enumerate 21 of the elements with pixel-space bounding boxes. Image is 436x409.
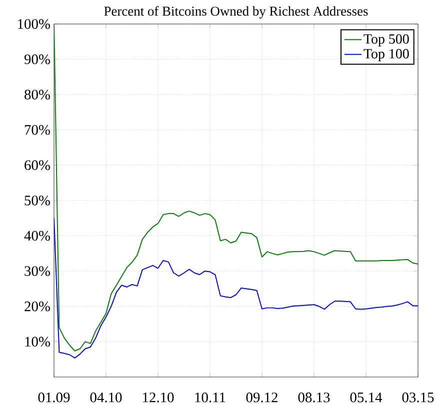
x-tick-label: 09.12 bbox=[246, 392, 278, 402]
y-tick-label: 70% bbox=[24, 124, 50, 135]
chart-title: Percent of Bitcoins Owned by Richest Addresses bbox=[104, 6, 368, 18]
y-tick-label: 100% bbox=[18, 19, 50, 29]
y-tick-label: 20% bbox=[24, 302, 50, 312]
y-tick-label: 90% bbox=[24, 54, 50, 64]
legend-label: Top 100 bbox=[364, 49, 409, 62]
x-tick-label: 04.10 bbox=[90, 392, 122, 402]
x-tick-label: 01.09 bbox=[38, 392, 70, 402]
x-tick-label: 05.14 bbox=[350, 392, 382, 402]
legend-label: Top 500 bbox=[364, 34, 409, 47]
y-tick-label: 30% bbox=[24, 266, 50, 276]
x-tick-label: 10.11 bbox=[195, 392, 226, 402]
x-tick-label: 12.10 bbox=[143, 392, 174, 402]
y-tick-label: 10% bbox=[25, 336, 50, 347]
y-tick-label: 60% bbox=[24, 160, 50, 170]
y-tick-label: 40% bbox=[24, 230, 50, 241]
y-tick-label: 80% bbox=[24, 90, 50, 100]
x-tick-label: 03.15 bbox=[402, 392, 434, 402]
x-tick-label: 08.13 bbox=[298, 392, 330, 402]
y-tick-label: 50% bbox=[24, 196, 50, 206]
